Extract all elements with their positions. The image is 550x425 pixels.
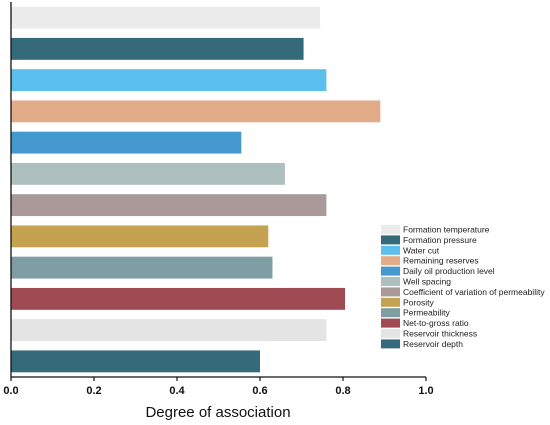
legend-label: Well spacing [403, 277, 451, 287]
legend-swatch [381, 308, 400, 318]
legend-label: Daily oil production level [403, 266, 495, 276]
bar-well-spacing [11, 162, 285, 185]
legend-swatch [381, 256, 400, 266]
bar-net-to-gross-ratio [11, 287, 346, 310]
x-axis-title: Degree of association [145, 404, 290, 421]
legend-label: Remaining reserves [403, 256, 479, 266]
legend-label: Water cut [403, 245, 440, 255]
bar-coefficient-of-variation-of-permeability [11, 194, 327, 217]
legend-swatch [381, 318, 400, 328]
x-tick-label: 0.6 [252, 385, 267, 397]
legend-label: Porosity [403, 297, 434, 307]
legend-swatch [381, 339, 400, 349]
legend-label: Permeability [403, 308, 451, 318]
bar-formation-pressure [11, 37, 304, 60]
legend-swatch [381, 225, 400, 234]
bar-porosity [11, 225, 269, 248]
legend-label: Coefficient of variation of permeability [403, 287, 545, 297]
x-tick-label: 0.2 [86, 385, 101, 397]
legend-label: Formation temperature [403, 225, 490, 235]
bar-reservoir-thickness [11, 319, 327, 342]
legend-swatch [381, 277, 400, 286]
legend-label: Reservoir depth [403, 339, 463, 349]
legend-swatch [381, 329, 400, 338]
legend-swatch [381, 287, 400, 297]
legend-swatch [381, 245, 400, 255]
x-tick-label: 0.4 [169, 385, 185, 397]
bars [11, 6, 381, 373]
x-ticks: 0.0 0.2 0.4 0.6 0.8 1.0 [3, 377, 434, 397]
x-tick-label: 0.0 [3, 385, 18, 397]
legend-label: Net-to-gross ratio [403, 318, 469, 328]
bar-remaining-reserves [11, 100, 381, 123]
legend-swatch [381, 266, 400, 276]
x-tick-label: 0.8 [335, 385, 350, 397]
legend-label: Reservoir thickness [403, 329, 477, 339]
legend-swatch [381, 235, 400, 245]
legend-label: Formation pressure [403, 235, 477, 245]
bar-permeability [11, 256, 273, 279]
bar-formation-temperature [11, 6, 321, 29]
legend-swatch [381, 297, 400, 307]
bar-daily-oil-production-level [11, 131, 242, 154]
bar-water-cut [11, 69, 327, 92]
bar-reservoir-depth [11, 350, 260, 373]
x-tick-label: 1.0 [418, 385, 433, 397]
